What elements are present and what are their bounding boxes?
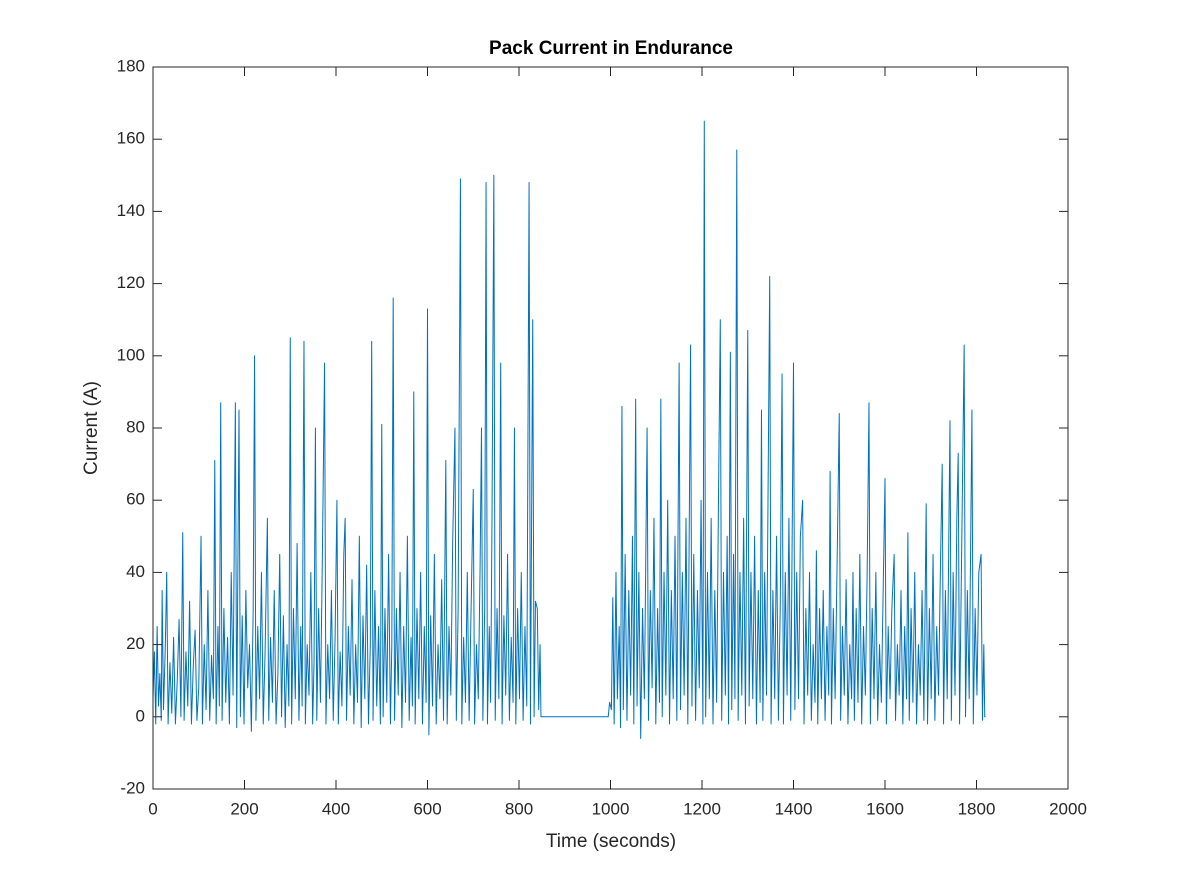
x-tick-label: 400 (322, 799, 350, 818)
x-tick-label: 1400 (775, 799, 813, 818)
x-tick-label: 1600 (866, 799, 904, 818)
x-tick-label: 1200 (683, 799, 721, 818)
x-tick-label: 0 (148, 799, 157, 818)
y-tick-label: -20 (120, 778, 145, 797)
data-line (152, 120, 986, 739)
x-tick-label: 800 (505, 799, 533, 818)
y-tick-label: 160 (117, 129, 145, 148)
x-tick-label: 200 (230, 799, 258, 818)
x-tick-label: 1000 (592, 799, 630, 818)
y-tick-label: 140 (117, 201, 145, 220)
x-tick-label: 2000 (1049, 799, 1087, 818)
y-tick-label: 100 (117, 345, 145, 364)
y-axis-label: Current (A) (81, 381, 102, 475)
x-axis-label: Time (seconds) (546, 831, 676, 852)
chart-title: Pack Current in Endurance (489, 38, 733, 59)
y-tick-label: 120 (117, 273, 145, 292)
y-tick-label: 20 (126, 634, 145, 653)
x-tick-label: 600 (413, 799, 441, 818)
x-tick-label: 1800 (958, 799, 996, 818)
y-tick-label: 60 (126, 490, 145, 509)
y-tick-label: 0 (136, 706, 145, 725)
y-tick-label: 80 (126, 417, 145, 436)
axes-box (152, 66, 1069, 790)
y-tick-label: 180 (117, 56, 145, 75)
y-tick-label: 40 (126, 562, 145, 581)
